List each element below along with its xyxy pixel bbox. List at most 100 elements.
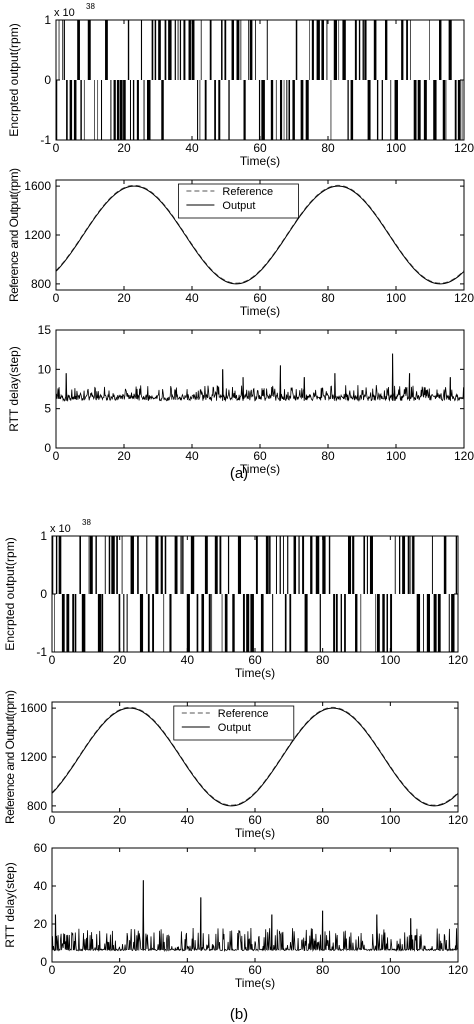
pulse-bar-high <box>219 536 222 594</box>
pulse-bar-high <box>182 536 184 594</box>
x-tick-label: 60 <box>248 653 262 667</box>
legend-box <box>177 183 299 219</box>
pulse-bar-low <box>437 594 441 652</box>
pulse-bar-low <box>224 594 228 652</box>
pulse-bar-high <box>111 536 115 594</box>
pulse-bar-high <box>310 536 313 594</box>
y-axis-label: RTT delay(step) <box>3 862 17 948</box>
x-tick-label: 60 <box>253 291 267 305</box>
pulse-bar-high <box>347 536 352 594</box>
pulse-bar-high <box>116 536 118 594</box>
pulse-bar-low <box>118 594 121 652</box>
pulse-bar-high <box>366 536 368 594</box>
pulse-bar-low <box>261 80 265 140</box>
pulse-bar-low <box>242 594 245 652</box>
pulse-bar-high <box>108 536 111 594</box>
pulse-bar-high <box>58 536 62 594</box>
pulse-bar-low <box>74 594 77 652</box>
pulse-bar-high <box>58 20 60 80</box>
legend: Reference Output <box>173 705 295 741</box>
y-tick-label: 800 <box>27 799 47 813</box>
x-tick-label: 100 <box>380 813 400 827</box>
x-tick-label: 100 <box>386 141 406 155</box>
pulse-bar-low <box>333 594 336 652</box>
pulse-bar-high <box>236 20 240 80</box>
pulse-bar-high <box>154 20 157 80</box>
legend-entry: Reference <box>218 708 269 720</box>
x-tick-label: 120 <box>448 653 468 667</box>
y-exponent-label: x 10 <box>50 523 71 535</box>
pulse-bar-high <box>190 536 195 594</box>
series-line-rtt <box>52 880 458 953</box>
pulse-bar-high <box>455 536 458 594</box>
x-tick-label: 60 <box>253 449 267 463</box>
pulse-bar-high <box>121 536 123 594</box>
pulse-bar-high <box>174 20 176 80</box>
pulse-bar-high <box>431 536 433 594</box>
pulse-bar-high <box>255 20 257 80</box>
pulse-bar-high <box>266 20 268 80</box>
y-tick-label: 0 <box>40 955 47 969</box>
pulse-bar-high <box>373 20 377 80</box>
pulse-bar-low <box>284 594 287 652</box>
pulse-bar-low <box>146 80 151 140</box>
pulse-bar-high <box>282 536 284 594</box>
pulse-bar-low <box>186 594 190 652</box>
pulse-bar-low <box>116 80 120 140</box>
x-tick-label: 20 <box>117 291 131 305</box>
x-tick-label: 20 <box>113 653 127 667</box>
pulse-bar-high <box>363 536 366 594</box>
x-tick-label: 100 <box>386 449 406 463</box>
plot-area <box>56 184 464 285</box>
pulse-bar-high <box>338 20 340 80</box>
pulse-bar-low <box>246 594 250 652</box>
pulse-bar-high <box>302 536 305 594</box>
pulse-bar-high <box>204 536 208 594</box>
pulse-bar-low <box>54 594 55 652</box>
pulse-bar-high <box>88 536 90 594</box>
x-axis-label: Time(s) <box>235 976 275 990</box>
pulse-bar-low <box>433 594 437 652</box>
y-tick-label: 800 <box>31 277 51 291</box>
pulse-bar-high <box>104 536 106 594</box>
pulse-bar-high <box>155 536 159 594</box>
y-axis-label: Reference and Output(rpm) <box>3 690 17 824</box>
pulse-bar-low <box>196 594 199 652</box>
pulse-bar-low <box>423 594 424 652</box>
x-tick-label: 100 <box>380 963 400 977</box>
pulse-bar-high <box>79 536 81 594</box>
y-exponent-power: 38 <box>86 2 95 11</box>
pulse-bar-high <box>191 20 195 80</box>
pulse-bar-high <box>177 20 179 80</box>
x-tick-label: 0 <box>49 653 56 667</box>
pulse-bar-high <box>394 536 396 594</box>
pulse-bar-low <box>136 80 139 140</box>
x-tick-label: 100 <box>386 291 406 305</box>
pulse-bar-high <box>237 536 242 594</box>
caption-a: (a) <box>230 465 248 482</box>
pulse-bar-low <box>270 80 274 140</box>
pulse-bar-low <box>101 594 104 652</box>
pulse-bar-low <box>288 80 291 140</box>
pulse-bar-low <box>275 80 277 140</box>
pulse-bar-high <box>164 20 167 80</box>
pulse-bar-high <box>63 20 65 80</box>
y-tick-label: -1 <box>40 133 51 147</box>
pulse-bar-high <box>295 20 298 80</box>
y-axis-label: RTT delay(step) <box>7 346 21 432</box>
pulse-bar-high <box>265 536 269 594</box>
x-tick-label: 80 <box>316 813 330 827</box>
pulse-bar-high <box>255 536 258 594</box>
y-exponent-power: 38 <box>82 518 91 527</box>
pulse-bar-low <box>448 594 450 652</box>
pulse-bar-high <box>311 20 314 80</box>
x-tick-label: 20 <box>113 813 127 827</box>
pulse-bar-low <box>386 594 389 652</box>
pulse-bar-high <box>140 20 143 80</box>
axes-frame <box>55 329 465 449</box>
pulse-bar-low <box>100 80 103 140</box>
pulse-bar-low <box>139 594 144 652</box>
pulse-bar-high <box>200 20 202 80</box>
